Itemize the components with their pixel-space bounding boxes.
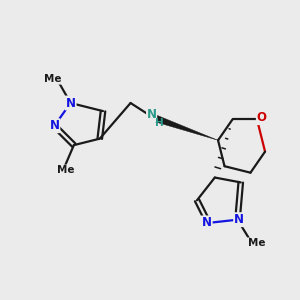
Polygon shape — [152, 114, 218, 140]
Text: H: H — [155, 118, 164, 128]
Text: N: N — [66, 97, 76, 110]
Text: N: N — [202, 216, 212, 230]
Text: Me: Me — [57, 165, 74, 176]
Text: Me: Me — [44, 74, 61, 84]
Text: N: N — [234, 213, 244, 226]
Text: O: O — [257, 111, 267, 124]
Text: Me: Me — [248, 238, 265, 248]
Text: N: N — [147, 109, 157, 122]
Text: N: N — [50, 119, 59, 132]
